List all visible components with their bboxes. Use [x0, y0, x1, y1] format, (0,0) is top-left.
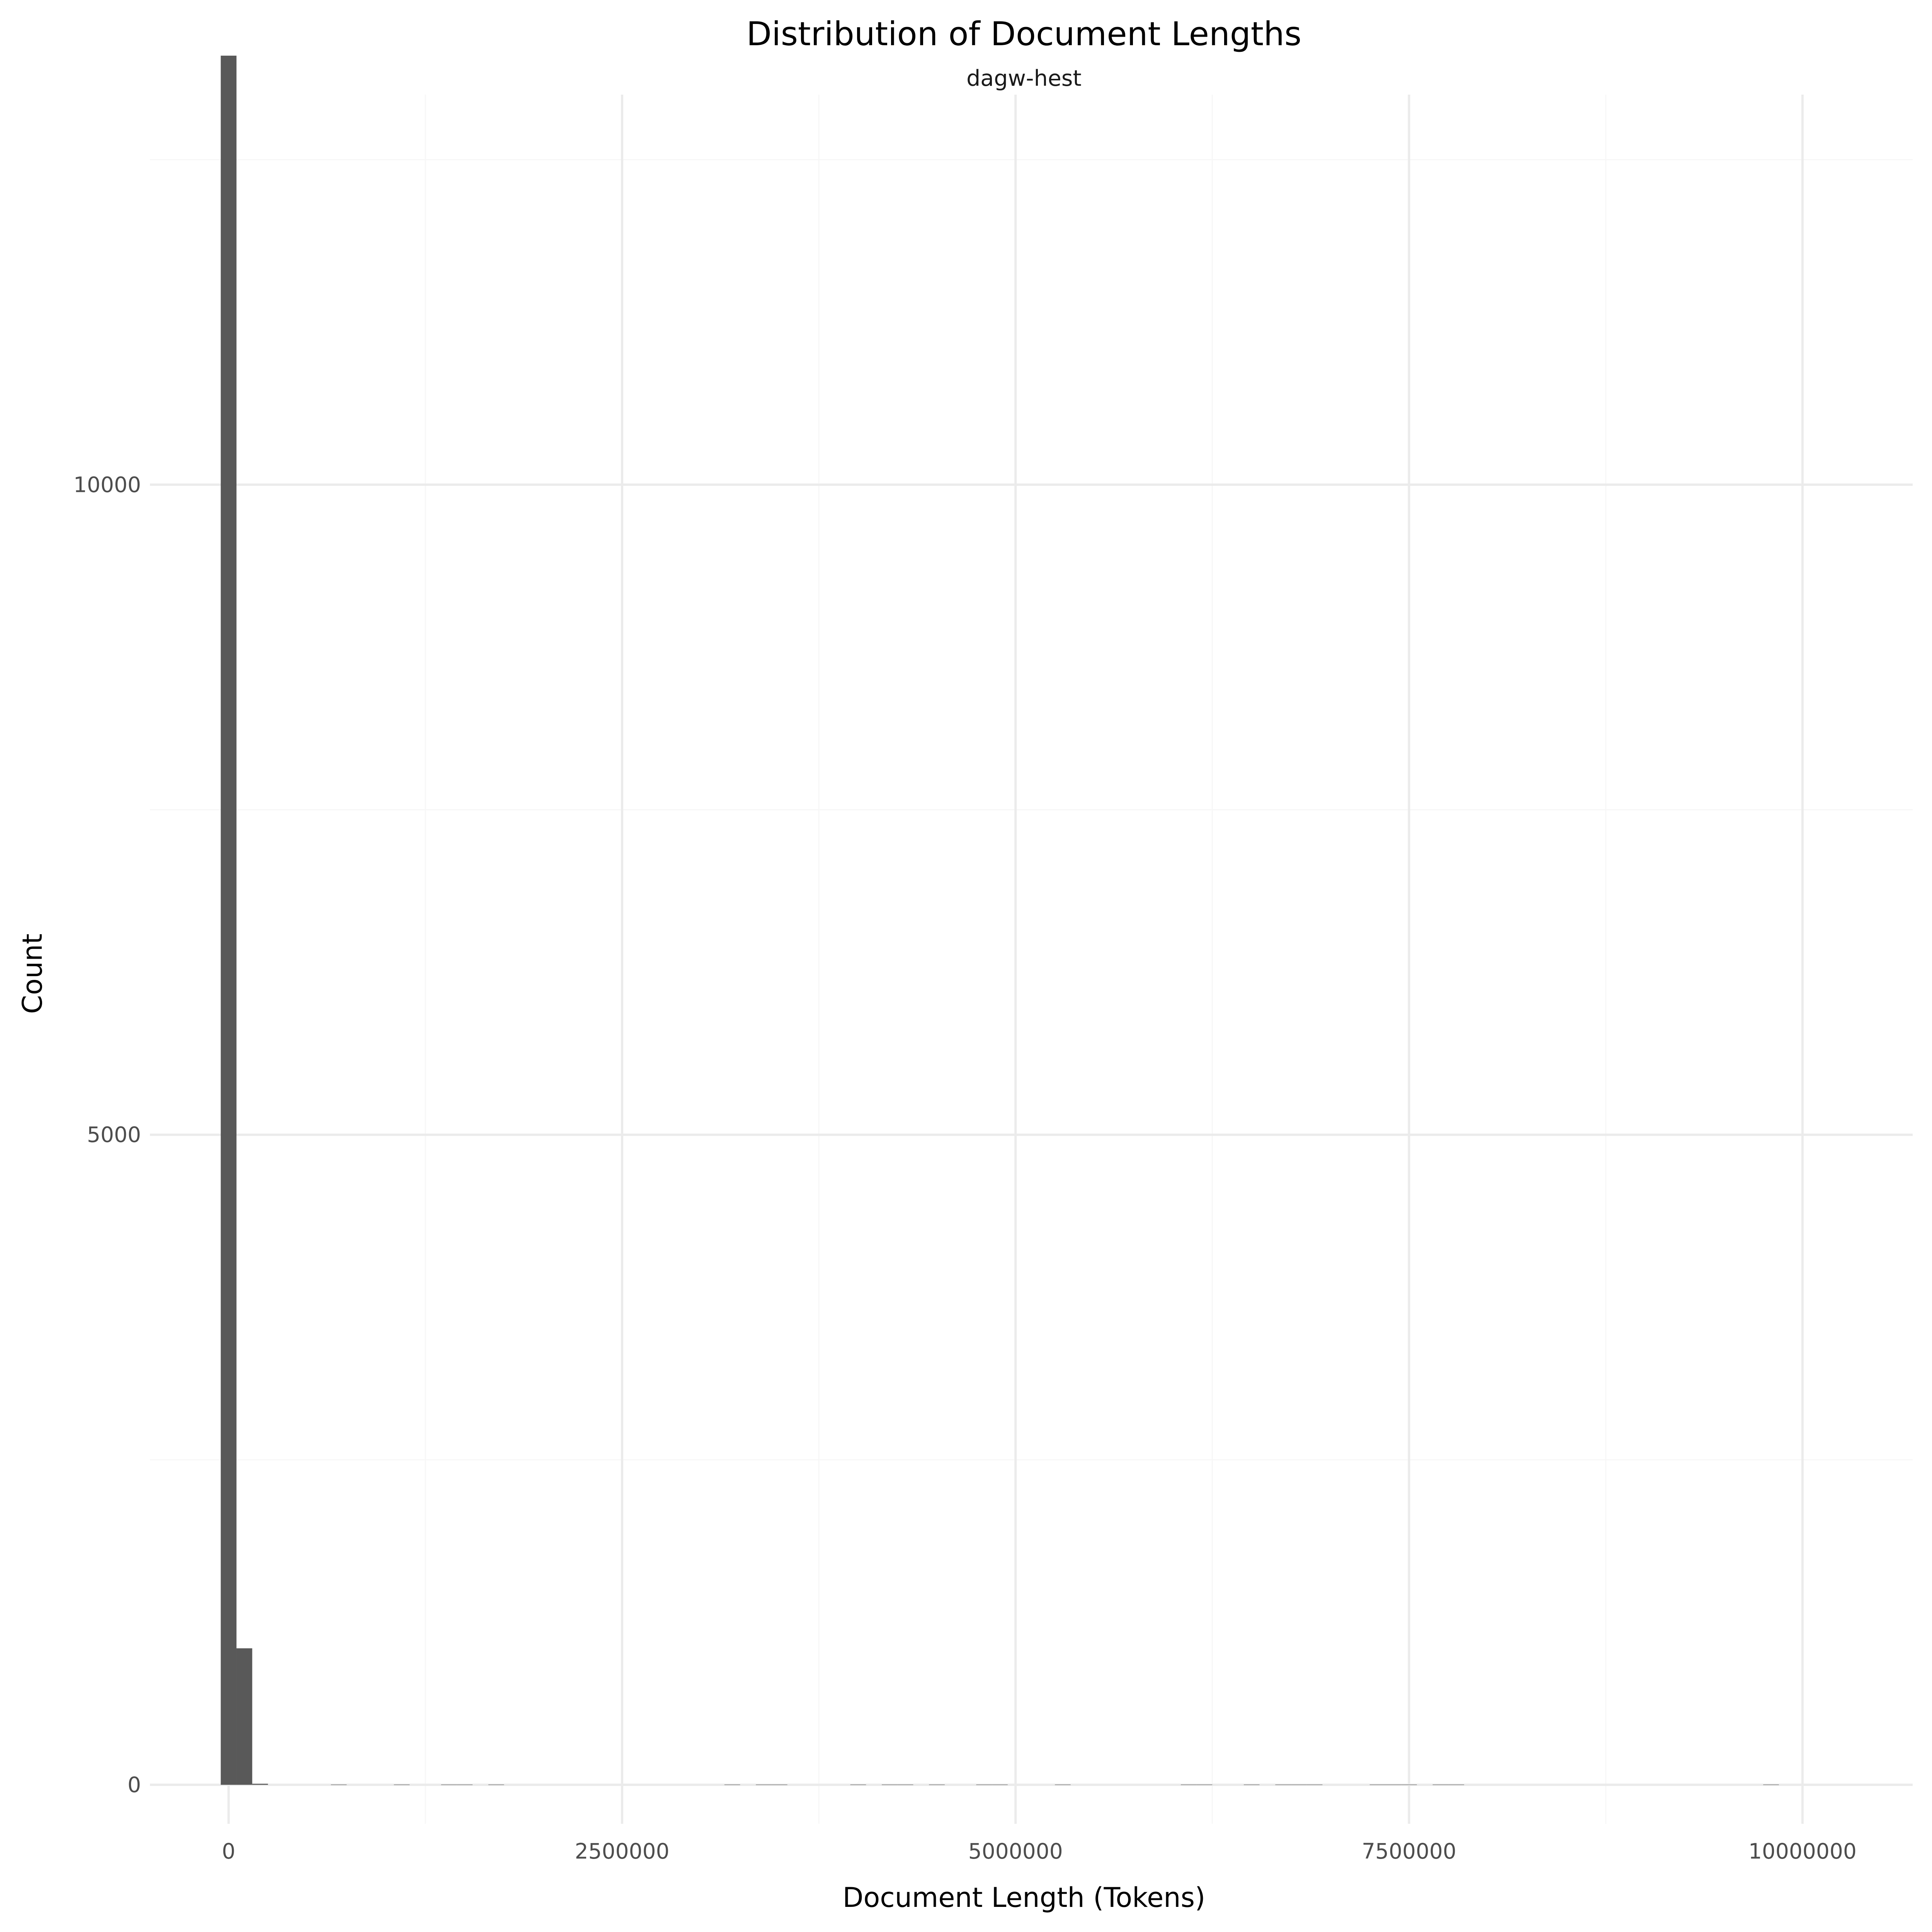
- major-gridlines: [150, 95, 1913, 1824]
- minor-gridlines: [150, 95, 1913, 1824]
- histogram-bar: [897, 1784, 913, 1785]
- y-axis-ticks: 0 5000 10000: [73, 472, 141, 1797]
- histogram-bar: [1385, 1784, 1401, 1785]
- y-tick-label: 5000: [87, 1122, 141, 1147]
- histogram-bar: [976, 1784, 992, 1785]
- histogram-bar: [992, 1784, 1008, 1785]
- histogram-bar: [1369, 1784, 1386, 1785]
- histogram-bar: [1055, 1784, 1071, 1785]
- chart-title: Distribution of Document Lengths: [747, 15, 1302, 53]
- x-tick-label: 5000000: [968, 1839, 1063, 1864]
- histogram-bar: [1243, 1784, 1260, 1785]
- histogram-bar: [724, 1784, 740, 1785]
- y-tick-label: 10000: [73, 472, 141, 497]
- histogram-bar: [441, 1784, 457, 1785]
- histogram-bar: [1306, 1784, 1323, 1785]
- x-axis-ticks: 0 2500000 5000000 7500000 10000000: [222, 1839, 1857, 1864]
- histogram-bar: [1432, 1784, 1449, 1785]
- histogram-bar: [221, 56, 237, 1785]
- histogram-bars: [221, 56, 1779, 1785]
- histogram-bar: [252, 1784, 268, 1785]
- histogram-bar: [1180, 1784, 1197, 1785]
- histogram-bar: [394, 1784, 410, 1785]
- histogram-bar: [331, 1784, 347, 1785]
- histogram-bar: [1401, 1784, 1417, 1785]
- x-tick-label: 2500000: [575, 1839, 669, 1864]
- y-tick-label: 0: [128, 1772, 141, 1797]
- x-axis-label: Document Length (Tokens): [843, 1882, 1206, 1913]
- histogram-bar: [850, 1784, 866, 1785]
- histogram-bar: [488, 1784, 504, 1785]
- histogram-bar: [1275, 1784, 1291, 1785]
- x-tick-label: 0: [222, 1839, 235, 1864]
- chart-subtitle: dagw-hest: [966, 66, 1082, 91]
- x-tick-label: 10000000: [1748, 1839, 1857, 1864]
- x-tick-label: 7500000: [1362, 1839, 1456, 1864]
- histogram-bar: [1763, 1784, 1779, 1785]
- histogram-bar: [771, 1784, 787, 1785]
- histogram-bar: [756, 1784, 772, 1785]
- histogram-bar: [457, 1784, 473, 1785]
- histogram-bar: [1196, 1784, 1213, 1785]
- histogram-bar: [882, 1784, 898, 1785]
- histogram-bar: [1448, 1784, 1464, 1785]
- histogram-bar: [236, 1648, 252, 1785]
- histogram-bar: [929, 1784, 945, 1785]
- histogram-bar: [1291, 1784, 1307, 1785]
- y-axis-label: Count: [17, 934, 48, 1014]
